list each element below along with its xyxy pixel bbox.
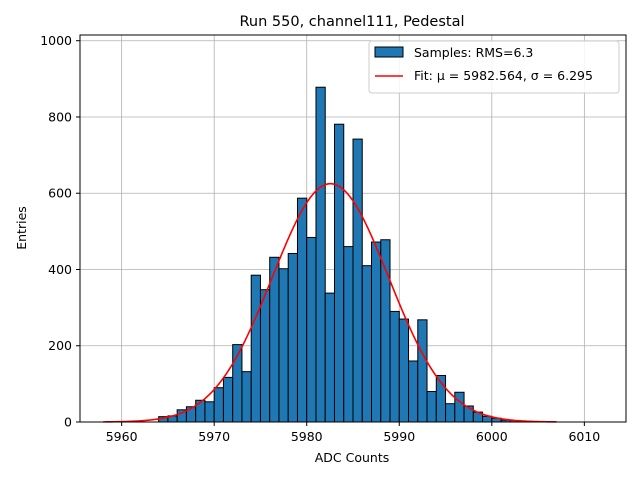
x-axis-label: ADC Counts <box>315 450 390 465</box>
histogram-bar <box>315 86 326 423</box>
histogram-bar <box>417 319 428 423</box>
legend: Samples: RMS=6.3 Fit: μ = 5982.564, σ = … <box>368 40 620 94</box>
y-tick-label: 1000 <box>40 33 72 48</box>
histogram-bar <box>324 292 335 423</box>
histogram-bar <box>398 318 410 423</box>
histogram-bar <box>296 197 308 423</box>
y-axis-ticks: 0 200 400 600 800 1000 <box>40 33 80 430</box>
histogram-bar <box>352 138 363 423</box>
y-tick-label: 400 <box>48 262 72 277</box>
histogram-bar <box>222 376 234 423</box>
x-tick-label: 6010 <box>568 429 600 444</box>
x-tick-label: 6000 <box>476 429 508 444</box>
histogram-bar <box>204 401 215 423</box>
y-tick-label: 600 <box>48 186 72 201</box>
x-tick-label: 5990 <box>383 429 415 444</box>
chart-title: Run 550, channel111, Pedestal <box>239 14 464 30</box>
histogram-bar <box>343 246 354 423</box>
y-axis-label: Entries <box>14 206 29 250</box>
legend-histogram-label: Samples: RMS=6.3 <box>414 45 533 60</box>
histogram-bar <box>445 403 456 423</box>
y-tick-label: 200 <box>48 338 72 353</box>
histogram-bar <box>361 265 373 423</box>
legend-histogram-swatch <box>374 46 404 58</box>
histogram-bar <box>454 391 465 423</box>
histogram-bar <box>389 310 400 423</box>
histogram-bar <box>259 289 271 423</box>
histogram-bar <box>241 371 252 423</box>
y-tick-label: 0 <box>64 415 72 430</box>
histogram-bar <box>333 123 345 423</box>
histogram-bar <box>195 399 206 423</box>
plot-frame <box>79 34 627 423</box>
x-tick-label: 5970 <box>198 429 230 444</box>
histogram-bar <box>426 390 437 423</box>
histogram-bar <box>306 236 317 423</box>
x-tick-label: 5980 <box>291 429 323 444</box>
histogram-bar <box>371 241 382 423</box>
legend-box <box>368 40 620 94</box>
legend-fit-label: Fit: μ = 5982.564, σ = 6.295 <box>414 68 593 83</box>
histogram-bars <box>158 86 521 423</box>
histogram-bar <box>250 274 261 423</box>
x-tick-label: 5960 <box>106 429 138 444</box>
histogram-bar <box>287 252 298 423</box>
y-tick-label: 800 <box>48 109 72 124</box>
histogram-bar <box>408 360 419 423</box>
fit-curve <box>103 182 557 423</box>
histogram-bar <box>278 268 289 423</box>
histogram-bar <box>213 387 224 423</box>
histogram-bar <box>380 239 391 423</box>
x-axis-ticks: 5960 5970 5980 5990 6000 6010 <box>106 422 600 444</box>
